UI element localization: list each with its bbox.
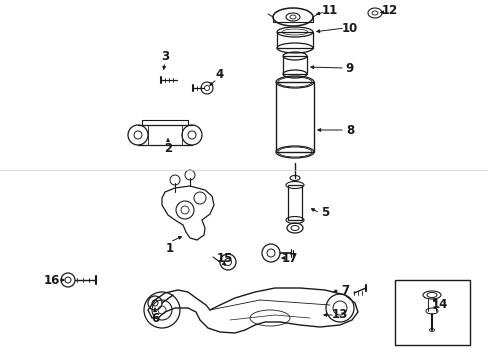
Text: 10: 10 [341, 22, 357, 35]
Text: 15: 15 [216, 252, 233, 265]
Text: 11: 11 [321, 4, 337, 17]
Bar [283, 56, 306, 74]
Text: 1: 1 [165, 242, 174, 255]
Text: 17: 17 [281, 252, 298, 265]
Text: 13: 13 [331, 309, 347, 321]
Text: 8: 8 [345, 123, 353, 136]
Text: 5: 5 [320, 207, 328, 220]
Bar [275, 82, 313, 152]
Text: 7: 7 [340, 284, 348, 297]
Text: 2: 2 [163, 141, 172, 154]
Text: 12: 12 [381, 4, 397, 17]
Text: 3: 3 [161, 50, 169, 63]
Text: 4: 4 [215, 68, 224, 81]
Text: 16: 16 [44, 274, 60, 287]
Bar [394, 280, 469, 345]
Text: 9: 9 [345, 62, 353, 75]
Bar [276, 32, 312, 48]
Bar [287, 185, 302, 220]
Text: 14: 14 [431, 298, 447, 311]
Text: 6: 6 [151, 311, 159, 324]
